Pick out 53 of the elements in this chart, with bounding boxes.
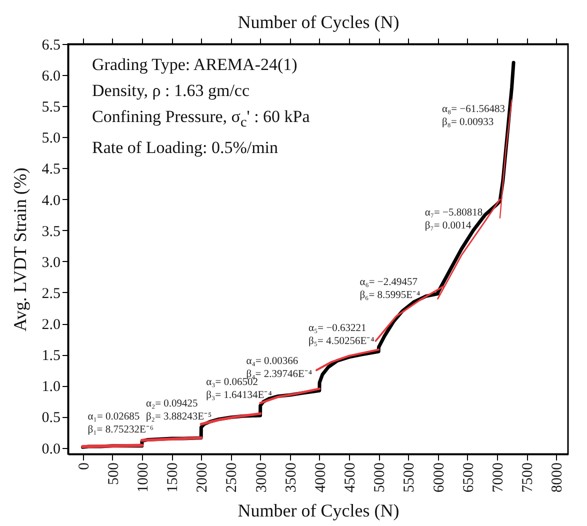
x-tick-label: 5500: [402, 462, 418, 492]
annotation: α₂= 0.09425: [146, 398, 198, 410]
x-tick-label: 7500: [520, 462, 536, 492]
x-tick-label: 6000: [431, 462, 448, 492]
y-axis-title: Avg. LVDT Strain (%): [10, 168, 30, 332]
annotation: α₇= −5.80818: [424, 208, 483, 219]
annotation: β₇= 0.0014: [424, 220, 472, 232]
annotation: α₁= 0.02685: [88, 412, 140, 423]
y-tick-label: 0.0: [42, 441, 60, 458]
annotation: α₄= 0.00366: [246, 356, 298, 368]
x-tick-label: 3500: [283, 462, 300, 492]
y-tick-label: 2.0: [42, 317, 60, 334]
y-tick-label: 4.5: [42, 162, 60, 178]
x-tick-label: 1000: [135, 462, 152, 492]
annotation: β₂= 3.88243E⁻⁵: [146, 411, 212, 422]
y-tick-label: 5.5: [42, 100, 60, 116]
annotation: α₆= −2.49457: [360, 276, 418, 288]
y-tick-label: 6.5: [42, 38, 60, 54]
x-tick-label: 2000: [194, 462, 211, 492]
annotation: Grading Type: AREMA-24(1): [92, 54, 298, 76]
y-tick-label: 3.5: [42, 224, 60, 240]
x-tick-label: 4000: [312, 462, 329, 492]
x2-axis-title: Number of Cycles (N): [238, 12, 400, 32]
y-tick-label: 3.0: [42, 254, 60, 271]
x-tick-label: 3000: [254, 462, 270, 492]
y-tick-label: 0.5: [42, 410, 60, 426]
annotation: α₅= −0.63221: [308, 323, 366, 334]
annotation: β₈= 0.00933: [442, 116, 494, 128]
x-tick-label: 1500: [165, 462, 182, 492]
annotation: α₈= −61.56483: [442, 104, 505, 115]
x-tick-label: 4500: [342, 462, 359, 492]
x-tick-label: 2500: [224, 462, 240, 492]
y-tick-label: 4.0: [42, 192, 60, 209]
x-tick-label: 0: [76, 462, 92, 470]
annotation: β₅= 4.50256E⁻⁴: [308, 336, 375, 348]
annotation: α₃= 0.06502: [206, 377, 258, 388]
annotation: β₃= 1.64134E⁻⁴: [206, 390, 272, 402]
x-tick-label: 8000: [550, 462, 566, 492]
y-tick-label: 1.5: [42, 348, 60, 364]
x-tick-label: 6500: [460, 462, 477, 492]
annotation: Density, ρ : 1.63 gm/cc: [92, 80, 251, 102]
x-tick-label: 7000: [490, 462, 506, 492]
annotation: β₁= 8.75232E⁻⁶: [88, 424, 154, 436]
annotation: Rate of Loading: 0.5%/min: [92, 137, 280, 160]
y-tick-label: 2.5: [42, 286, 60, 302]
x-tick-label: 500: [106, 462, 122, 485]
y-tick-label: 5.0: [42, 130, 60, 147]
x-axis-title: Number of Cycles (N): [238, 500, 400, 520]
annotation: β₆= 8.5995E⁻⁴: [360, 290, 421, 301]
x-tick-label: 5000: [372, 462, 388, 492]
y-tick-label: 1.0: [42, 379, 60, 396]
y-tick-label: 6.0: [42, 68, 60, 85]
annotation: Confining Pressure, σ$_{c}$' : 60 kPa: [92, 106, 310, 132]
